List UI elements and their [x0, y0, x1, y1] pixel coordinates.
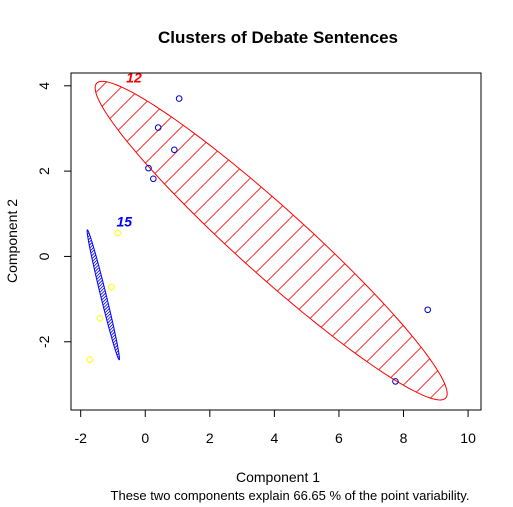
hatch-line [95, 81, 250, 400]
data-point [86, 356, 94, 363]
hatch-line [326, 81, 448, 400]
hatch-line [95, 81, 170, 400]
hatch-line [87, 229, 120, 360]
data-point [114, 229, 122, 237]
hatch-line [95, 81, 270, 400]
hatch-line [95, 81, 210, 400]
plot-content: 12 15 [86, 69, 448, 401]
hatch-line [266, 81, 448, 400]
y-tick-label: 0 [36, 252, 52, 260]
data-point [392, 378, 399, 385]
hatch-line [87, 229, 120, 360]
chart-title: Clusters of Debate Sentences [158, 28, 398, 47]
cluster-ellipse [86, 229, 120, 361]
hatch-line [87, 229, 120, 360]
hatch-line [95, 81, 330, 400]
plot-frame [70, 72, 482, 411]
y-axis-label: Component 2 [4, 199, 20, 283]
hatch-line [120, 228, 254, 362]
hatch-line [95, 81, 310, 400]
hatch-line [146, 81, 448, 400]
cluster-12: 12 [94, 69, 448, 401]
hatch-line [107, 229, 120, 360]
x-tick-label: 2 [206, 430, 214, 446]
x-axis: -2 0 2 4 6 8 10 [74, 409, 476, 446]
hatch-line [226, 81, 448, 400]
hatch-line [97, 229, 120, 360]
hatch-line [386, 81, 448, 400]
hatch-line [95, 81, 230, 400]
hatch-line [110, 229, 120, 360]
hatch-line [94, 229, 120, 360]
data-point [96, 314, 104, 322]
hatch-line [87, 229, 120, 360]
hatch-line [87, 229, 120, 360]
data-point [424, 306, 432, 314]
hatch-line [103, 229, 120, 360]
hatch-line [186, 81, 448, 400]
hatch-line [366, 81, 448, 400]
hatch-line [306, 81, 448, 400]
cluster-ellipse [94, 80, 448, 401]
hatch-line [87, 229, 120, 360]
x-tick-label: 0 [141, 430, 149, 446]
cluster-label: 12 [126, 69, 142, 85]
data-point [108, 283, 115, 291]
hatch-line [406, 81, 448, 400]
data-point [154, 124, 162, 131]
hatch-line [87, 229, 120, 360]
hatch-line [87, 229, 120, 360]
hatch-line [87, 229, 120, 360]
hatch-line [87, 229, 120, 360]
hatch-line [87, 229, 120, 360]
x-tick-label: -2 [74, 430, 87, 446]
hatch-line [87, 229, 120, 360]
hatch-line [87, 229, 120, 360]
hatch-line [95, 81, 350, 400]
hatch-line [87, 229, 120, 360]
cluster-hatch [95, 81, 448, 400]
y-tick-label: 2 [36, 167, 52, 175]
hatch-line [113, 229, 120, 360]
hatch-line [95, 81, 410, 400]
hatch-line [166, 81, 448, 400]
cluster-label: 15 [116, 214, 132, 230]
variability-note: These two components explain 66.65 % of … [111, 488, 470, 503]
hatch-line [87, 229, 120, 360]
hatch-line [91, 229, 120, 360]
data-point [150, 175, 157, 183]
data-point [145, 164, 152, 172]
data-point [175, 95, 183, 102]
hatch-line [95, 81, 290, 400]
hatch-line [95, 81, 190, 400]
hatch-line [126, 81, 448, 400]
y-axis: -2 0 2 4 [36, 82, 72, 348]
x-tick-label: 6 [335, 430, 343, 446]
x-tick-label: 10 [460, 430, 476, 446]
hatch-line [246, 81, 448, 400]
x-tick-label: 4 [270, 430, 278, 446]
hatch-line [87, 229, 120, 360]
hatch-line [426, 81, 448, 400]
y-tick-label: -2 [36, 335, 52, 348]
hatch-line [346, 81, 448, 400]
hatch-line [95, 81, 150, 400]
hatch-line [116, 229, 120, 360]
hatch-line [95, 81, 390, 400]
data-point [171, 146, 178, 154]
x-tick-label: 8 [400, 430, 408, 446]
hatch-line [446, 81, 448, 400]
hatch-line [87, 229, 120, 360]
x-axis-label: Component 1 [236, 469, 320, 485]
hatch-line [87, 229, 120, 360]
hatch-line [206, 81, 448, 400]
hatch-line [87, 229, 120, 360]
hatch-line [87, 229, 114, 360]
hatch-line [100, 229, 120, 360]
hatch-line [123, 228, 257, 362]
y-tick-label: 4 [36, 82, 52, 90]
